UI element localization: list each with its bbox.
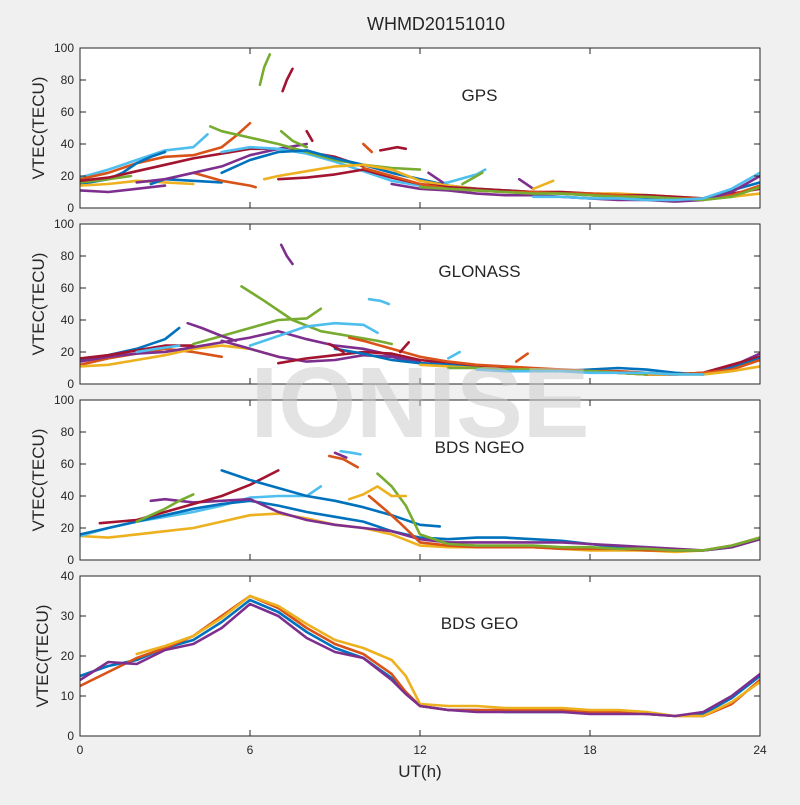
series-line: [347, 485, 408, 501]
panel-4: 0 10 20 30 40 0 6 12 18 24 BDS GEO VTEC(TECU): [33, 569, 767, 757]
series-line: [367, 297, 391, 306]
series-line: [418, 185, 760, 202]
y-tick-label: 60: [61, 457, 75, 471]
series-line: [475, 368, 705, 376]
y-tick-label: 0: [67, 553, 74, 567]
y-tick-label: 0: [67, 377, 74, 391]
y-axis-label: VTEC(TECU): [29, 253, 48, 356]
panel-3: 0 20 40 60 80 100 BDS NGEO VTEC(TECU): [29, 393, 761, 567]
series-line: [531, 179, 555, 191]
series-line: [305, 129, 314, 143]
y-axis-label: VTEC(TECU): [29, 77, 48, 180]
series-line: [80, 347, 223, 367]
series-line: [531, 171, 760, 202]
x-axis-label: UT(h): [398, 762, 441, 781]
y-axis-label: VTEC(TECU): [33, 605, 52, 708]
x-tick-label: 24: [753, 743, 767, 757]
series-line: [327, 342, 345, 354]
panel-title: GLONASS: [438, 262, 520, 281]
y-tick-label: 40: [61, 137, 75, 151]
y-tick-label: 0: [67, 729, 74, 743]
series-line: [149, 497, 760, 552]
panel-title: BDS GEO: [441, 614, 518, 633]
series-line: [258, 53, 272, 87]
series-line: [80, 184, 167, 194]
series-line: [279, 243, 294, 266]
series-line: [240, 285, 394, 346]
y-tick-label: 20: [61, 649, 75, 663]
series-line: [80, 329, 422, 363]
series-line: [461, 171, 484, 186]
series-line: [220, 469, 442, 528]
series-line: [192, 171, 257, 189]
series-group: [80, 594, 760, 718]
series-line: [80, 121, 252, 181]
y-tick-label: 80: [61, 425, 75, 439]
series-line: [186, 321, 238, 343]
y-tick-label: 40: [61, 569, 75, 583]
y-tick-label: 40: [61, 489, 75, 503]
series-line: [135, 594, 760, 718]
y-tick-label: 20: [61, 169, 75, 183]
panels: 020406080100GPSVTEC(TECU)020406080100GLO…: [29, 41, 767, 757]
series-line: [149, 177, 223, 186]
x-tick-label: 6: [247, 743, 254, 757]
y-tick-label: 80: [61, 249, 75, 263]
series-line: [446, 350, 462, 360]
series-line: [98, 469, 280, 525]
plot-area: [80, 576, 760, 736]
series-line: [80, 133, 209, 179]
y-tick-label: 100: [54, 217, 74, 231]
series-line: [135, 493, 195, 523]
y-tick-label: 40: [61, 313, 75, 327]
series-group: [80, 243, 760, 376]
series-line: [361, 142, 374, 154]
series-line: [135, 344, 181, 354]
y-tick-label: 100: [54, 41, 74, 55]
series-line: [248, 321, 379, 347]
series-line: [514, 352, 530, 363]
panel-title: GPS: [462, 86, 498, 105]
series-line: [333, 451, 348, 459]
y-tick-label: 80: [61, 73, 75, 87]
y-tick-label: 60: [61, 281, 75, 295]
y-tick-label: 60: [61, 105, 75, 119]
series-line: [220, 145, 487, 187]
figure-title: WHMD20151010: [367, 14, 505, 34]
series-group: [80, 53, 760, 203]
panel-2: 0 20 40 60 80 100 GLONASS VTEC(TECU): [29, 217, 761, 391]
watermark: IONISE: [251, 347, 590, 459]
y-tick-label: 100: [54, 393, 74, 407]
series-line: [192, 307, 323, 346]
series-line: [376, 472, 760, 552]
series-group: [80, 449, 760, 554]
series-line: [398, 341, 411, 354]
series-line: [378, 145, 408, 152]
series-line: [80, 179, 195, 187]
y-tick-label: 0: [67, 201, 74, 215]
x-tick-label: 12: [413, 743, 427, 757]
series-line: [517, 177, 535, 191]
y-tick-label: 30: [61, 609, 75, 623]
series-line: [80, 174, 133, 184]
x-tick-label: 0: [77, 743, 84, 757]
x-tick-label: 18: [583, 743, 597, 757]
series-line: [281, 67, 294, 93]
panel-1: 0 20 40 60 80 100 GPS VTEC(TECU): [29, 41, 761, 215]
y-tick-label: 10: [61, 689, 75, 703]
y-tick-label: 20: [61, 345, 75, 359]
series-line: [427, 171, 445, 184]
y-axis-label: VTEC(TECU): [29, 429, 48, 532]
panel-title: BDS NGEO: [435, 438, 525, 457]
series-line: [339, 449, 362, 456]
y-tick-label: 20: [61, 521, 75, 535]
series-line: [279, 129, 309, 149]
series-line: [327, 454, 360, 469]
series-line: [80, 602, 760, 718]
